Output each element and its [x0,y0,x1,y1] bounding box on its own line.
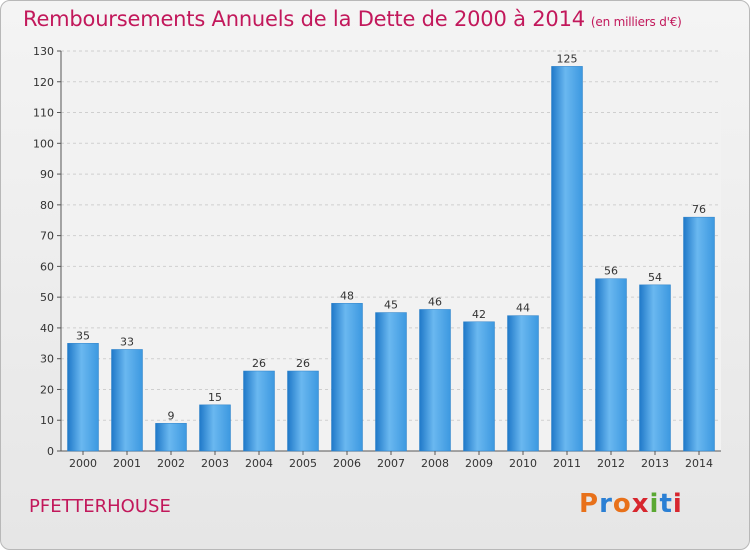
bar [551,66,583,452]
logo-letter: o [612,489,632,519]
data-label: 48 [340,289,354,302]
y-tick-label: 70 [40,230,54,243]
x-tick-label: 2010 [509,457,537,470]
data-label: 42 [472,308,486,321]
data-label: 54 [648,271,662,284]
data-label: 44 [516,302,530,315]
y-tick-label: 90 [40,168,54,181]
data-label: 15 [208,391,222,404]
bar [287,370,319,452]
logo-letter: i [672,489,683,519]
bar [595,278,627,452]
bar [199,404,231,452]
x-tick-label: 2007 [377,457,405,470]
logo-letter: i [649,489,660,519]
x-tick-label: 2011 [553,457,581,470]
data-label: 76 [692,203,706,216]
x-tick-label: 2004 [245,457,273,470]
data-label: 45 [384,299,398,312]
chart-title-text: Remboursements Annuels de la Dette de 20… [23,7,585,31]
bar [375,312,407,452]
bar [155,423,187,452]
bar [419,309,451,452]
x-tick-label: 2013 [641,457,669,470]
y-tick-label: 110 [33,107,54,120]
logo-letter: x [631,489,650,519]
bar [639,284,671,452]
y-tick-label: 0 [47,445,54,458]
x-tick-label: 2008 [421,457,449,470]
x-tick-label: 2002 [157,457,185,470]
commune-name: PFETTERHOUSE [29,496,171,517]
y-tick-label: 10 [40,414,54,427]
bar [331,303,363,452]
y-tick-label: 100 [33,137,54,150]
logo-letter: P [579,489,600,519]
chart-title: Remboursements Annuels de la Dette de 20… [23,7,682,31]
x-tick-label: 2009 [465,457,493,470]
x-tick-label: 2005 [289,457,317,470]
data-label: 9 [168,409,175,422]
bar [243,370,275,452]
y-tick-label: 130 [33,45,54,58]
x-tick-label: 2001 [113,457,141,470]
bar [67,343,99,452]
y-tick-label: 60 [40,260,54,273]
y-tick-label: 20 [40,383,54,396]
y-tick-label: 50 [40,291,54,304]
data-label: 46 [428,295,442,308]
x-tick-label: 2014 [685,457,713,470]
data-label: 26 [296,357,310,370]
bar [463,321,495,452]
data-label: 35 [76,329,90,342]
y-tick-label: 30 [40,353,54,366]
bar [111,349,143,452]
y-tick-label: 80 [40,199,54,212]
bar [683,216,715,452]
x-tick-label: 2000 [69,457,97,470]
x-tick-label: 2006 [333,457,361,470]
x-tick-label: 2003 [201,457,229,470]
proxiti-logo: Proxiti [579,489,683,519]
logo-letter: r [599,489,613,519]
x-tick-label: 2012 [597,457,625,470]
data-label: 125 [557,52,578,65]
data-label: 26 [252,357,266,370]
data-label: 33 [120,335,134,348]
logo-letter: t [659,489,673,519]
data-label: 56 [604,265,618,278]
bar [507,315,539,452]
y-tick-label: 40 [40,322,54,335]
y-tick-label: 120 [33,76,54,89]
chart-subtitle: (en milliers d'€) [590,15,682,29]
